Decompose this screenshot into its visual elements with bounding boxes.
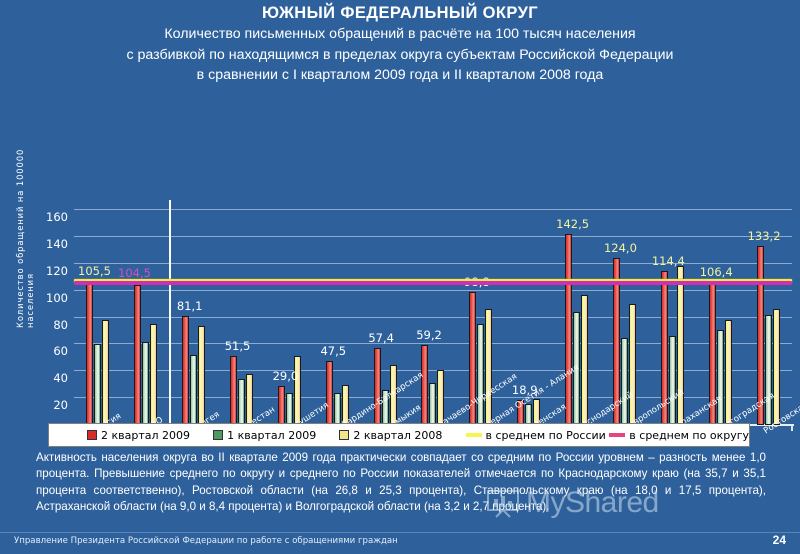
bar[interactable] xyxy=(86,283,94,425)
bar[interactable] xyxy=(102,320,110,425)
bar-group[interactable] xyxy=(696,282,744,425)
bar[interactable] xyxy=(198,325,206,425)
bar-group[interactable] xyxy=(457,292,505,425)
legend-swatch xyxy=(609,433,626,437)
legend-label: 2 квартал 2009 xyxy=(101,428,191,442)
grid-line xyxy=(74,370,792,372)
bar-group[interactable] xyxy=(218,355,266,425)
bar-value-label: 47,5 xyxy=(320,344,347,359)
legend-item: в среднем по округу xyxy=(609,429,749,442)
bar[interactable] xyxy=(565,233,573,425)
page-title: ЮЖНЫЙ ФЕДЕРАЛЬНЫЙ ОКРУГ xyxy=(261,4,538,22)
bar[interactable] xyxy=(277,386,285,425)
bar[interactable] xyxy=(485,309,493,425)
bar-group[interactable] xyxy=(74,283,122,425)
grid-line xyxy=(74,262,792,264)
chart-area: 02040608010012014016081,151,529,047,557,… xyxy=(14,98,800,439)
bar[interactable] xyxy=(421,345,429,425)
bar-group[interactable] xyxy=(409,345,457,425)
bar[interactable] xyxy=(333,392,341,425)
bar-value-label: 106,4 xyxy=(699,265,733,280)
bar[interactable] xyxy=(238,379,246,425)
footer-text: Управление Президента Российской Федерац… xyxy=(14,536,398,546)
section-separator xyxy=(168,200,171,425)
bar[interactable] xyxy=(620,337,628,425)
bar[interactable] xyxy=(134,284,142,425)
chart-legend: 2 квартал 2009 1 квартал 2009 2 квартал 20… xyxy=(48,423,750,447)
bar[interactable] xyxy=(676,266,684,425)
bar-value-label: 29,0 xyxy=(272,369,299,384)
avg-okrug-label: 104,5 xyxy=(118,265,151,280)
bar[interactable] xyxy=(668,336,676,425)
bar[interactable] xyxy=(230,355,238,425)
subtitle-line-2: с разбивкой по находящимся в пределах ок… xyxy=(126,46,674,63)
grid-line xyxy=(74,316,792,318)
footer-divider xyxy=(0,532,800,533)
legend-item: 2 квартал 2009 xyxy=(49,429,213,442)
bar-group[interactable] xyxy=(170,316,218,425)
bar[interactable] xyxy=(429,383,437,425)
bar-value-label: 81,1 xyxy=(176,299,203,314)
title-block: ЮЖНЫЙ ФЕДЕРАЛЬНЫЙ ОКРУГ Количество письм… xyxy=(0,4,800,85)
bar[interactable] xyxy=(150,324,158,425)
grid-line xyxy=(74,343,792,345)
bar-value-label: 51,5 xyxy=(224,338,251,353)
bar-value-label: 18,9 xyxy=(511,382,538,397)
grid-line xyxy=(74,235,792,237)
avg-russia-label: 105,5 xyxy=(78,264,111,279)
bar[interactable] xyxy=(724,320,732,425)
bar-value-label: 59,2 xyxy=(416,328,442,343)
bar[interactable] xyxy=(581,294,589,425)
bar[interactable] xyxy=(716,329,724,425)
bar-value-label: 133,2 xyxy=(747,229,781,244)
bar-group[interactable] xyxy=(313,361,361,425)
legend-swatch xyxy=(213,430,224,440)
legend-swatch xyxy=(465,433,482,437)
legend-item: 2 квартал 2008 xyxy=(339,429,465,442)
bar[interactable] xyxy=(373,347,381,425)
page-number: 24 xyxy=(772,533,786,547)
bar[interactable] xyxy=(94,344,102,425)
x-axis-tick xyxy=(791,425,793,431)
bar-value-label: 142,5 xyxy=(556,216,590,231)
bar[interactable] xyxy=(772,309,780,425)
subtitle-line-3: в сравнении с I кварталом 2009 года и II… xyxy=(196,67,604,84)
bar-group[interactable] xyxy=(648,266,696,425)
bar-group[interactable] xyxy=(505,398,553,425)
bar-value-label: 114,4 xyxy=(651,254,685,269)
bar[interactable] xyxy=(477,324,485,425)
plot-region: 02040608010012014016081,151,529,047,557,… xyxy=(46,200,794,439)
bar-group[interactable] xyxy=(744,246,792,425)
bar[interactable] xyxy=(190,355,198,425)
description-paragraph: Активность населения округа во II кварта… xyxy=(36,451,766,514)
legend-label: в среднем по округу xyxy=(629,428,750,442)
legend-label: 2 квартал 2008 xyxy=(353,428,443,442)
legend-swatch xyxy=(87,430,97,440)
legend-item: в среднем по России xyxy=(465,428,610,442)
description-text: Активность населения округа во II кварта… xyxy=(36,450,766,516)
bar-group[interactable] xyxy=(553,233,601,425)
bar[interactable] xyxy=(182,316,190,425)
bar[interactable] xyxy=(293,356,301,425)
bar-value-label: 57,4 xyxy=(368,330,394,345)
bar[interactable] xyxy=(285,392,293,425)
subtitle-line-1: Количество письменных обращений в расчёт… xyxy=(164,25,636,42)
bar[interactable] xyxy=(756,246,764,425)
bar[interactable] xyxy=(764,314,772,425)
bar[interactable] xyxy=(628,304,636,425)
legend-item: 1 квартал 2009 xyxy=(213,429,339,442)
bar-group[interactable] xyxy=(122,284,170,425)
legend-label: в среднем по России xyxy=(485,428,606,442)
avg-okrug-line xyxy=(74,280,792,285)
grid-line xyxy=(74,209,792,210)
grid-line xyxy=(74,289,792,291)
bar[interactable] xyxy=(325,361,333,425)
legend-label: 1 квартал 2009 xyxy=(227,428,317,442)
bar-value-label: 124,0 xyxy=(603,241,637,256)
bar[interactable] xyxy=(142,341,150,425)
legend-swatch xyxy=(339,430,350,440)
